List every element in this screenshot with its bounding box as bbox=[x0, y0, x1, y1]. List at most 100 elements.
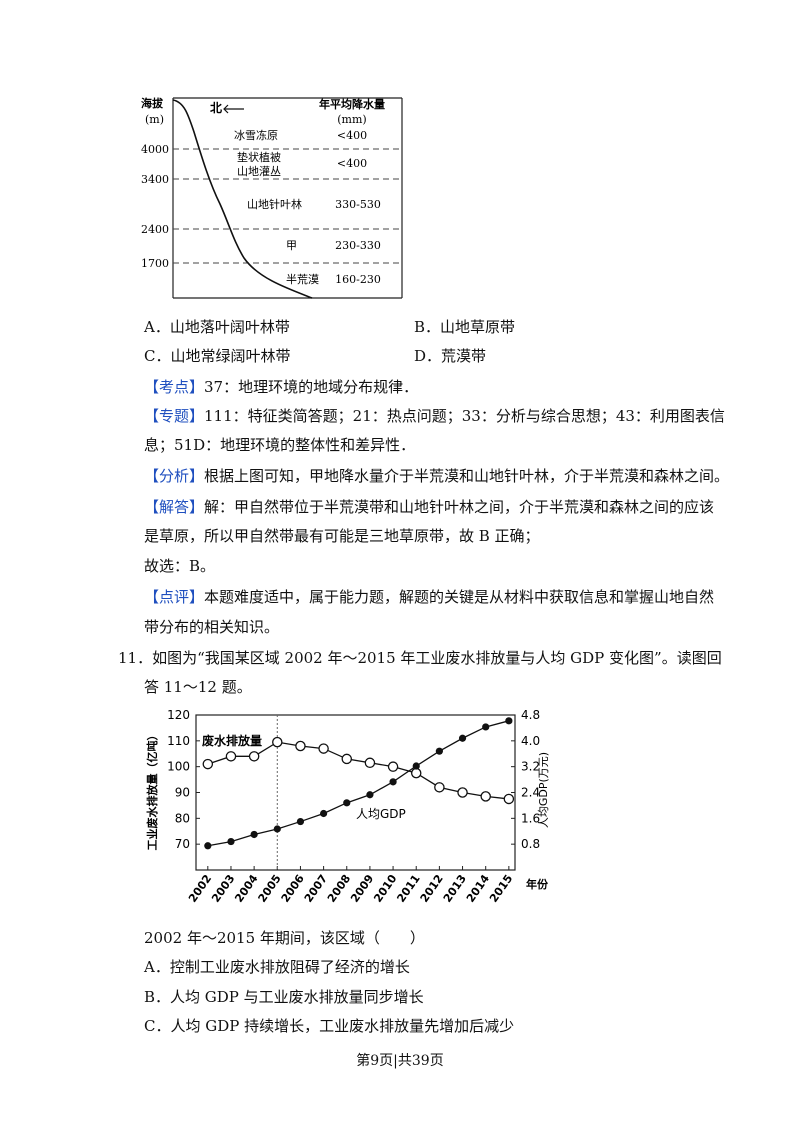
wastewater-point bbox=[387, 761, 399, 772]
wastewater-point bbox=[457, 787, 468, 798]
gdp-point bbox=[250, 830, 258, 839]
zone-semidesert: 半荒漠 bbox=[286, 272, 319, 286]
x-tick-label: 2008 bbox=[325, 872, 353, 905]
dianping-text-1: 本题难度适中，属于能力题，解题的关键是从材料中获取信息和掌握山地自然 bbox=[204, 588, 715, 606]
fenxi-tag: 【分析】 bbox=[144, 467, 205, 485]
answer-line: 故选：B。 bbox=[144, 557, 216, 575]
y-right-tick-label: 4.8 bbox=[521, 708, 540, 722]
gdp-line bbox=[207, 720, 510, 847]
x-tick-label: 2002 bbox=[186, 872, 214, 905]
y-left-tick-label: 90 bbox=[175, 786, 190, 800]
altitude-zonation-figure: 海拔 (m) 4000 3400 2400 1700 北 年平均降水量 (mm)… bbox=[141, 96, 403, 299]
precip-shrub: <400 bbox=[337, 157, 367, 170]
x-tick-label: 2013 bbox=[441, 872, 469, 905]
gdp-point bbox=[227, 837, 235, 846]
precip-jia: 230-330 bbox=[335, 239, 381, 252]
wastewater-gdp-chart: 7080901001101200.81.62.43.24.04.82002200… bbox=[145, 708, 550, 905]
jieda-text-1: 解：甲自然带位于半荒漠带和山地针叶林之间，介于半荒漠和森林之间的应该 bbox=[204, 498, 715, 516]
dianping-tag: 【点评】 bbox=[144, 588, 205, 606]
zone-cushion: 垫状植被 bbox=[237, 150, 281, 164]
zhuanti-text-2: 息；51D：地理环境的整体性和差异性． bbox=[144, 436, 416, 454]
y-left-tick-label: 80 bbox=[175, 811, 190, 825]
y-left-tick-label: 70 bbox=[175, 837, 190, 851]
kaodian-tag: 【考点】 bbox=[144, 378, 205, 396]
option-c: C．山地常绿阔叶林带 bbox=[144, 347, 291, 365]
dianping-text-2: 带分布的相关知识。 bbox=[144, 618, 280, 636]
kaodian-line: 【考点】37：地理环境的地域分布规律． bbox=[144, 377, 418, 397]
q11-stem-2: 答 11～12 题。 bbox=[144, 678, 252, 696]
y-right-tick-label: 3.2 bbox=[521, 760, 540, 774]
dianping-line: 【点评】本题难度适中，属于能力题，解题的关键是从材料中获取信息和掌握山地自然 bbox=[144, 587, 714, 607]
wastewater-point bbox=[434, 782, 445, 793]
y-left-tick-label: 110 bbox=[167, 734, 190, 748]
x-tick-label: 2010 bbox=[371, 872, 399, 905]
x-tick-label: 2012 bbox=[418, 872, 446, 905]
alt-tick-4000: 4000 bbox=[141, 143, 169, 156]
y-right-axis-label: 人均GDP(万元) bbox=[537, 752, 550, 828]
zone-conifer: 山地针叶林 bbox=[247, 197, 302, 211]
slope-profile-curve bbox=[172, 99, 313, 299]
q11-option-a: A．控制工业废水排放阻碍了经济的增长 bbox=[144, 958, 410, 976]
option-a: A．山地落叶阔叶林带 bbox=[144, 318, 290, 336]
gdp-point bbox=[273, 825, 281, 833]
option-d: D．荒漠带 bbox=[414, 347, 487, 365]
gdp-point bbox=[343, 799, 351, 807]
gdp-point bbox=[204, 842, 212, 850]
x-tick-label: 2004 bbox=[232, 872, 260, 905]
x-tick-label: 2011 bbox=[394, 872, 422, 905]
q11-question: 2002 年～2015 年期间，该区域（ ） bbox=[144, 929, 425, 947]
zhuanti-text-1: 111：特征类简答题；21：热点问题；33：分析与综合思想；43：利用图表信 bbox=[204, 407, 725, 425]
wastewater-point bbox=[248, 751, 260, 762]
alt-tick-2400: 2400 bbox=[141, 223, 169, 236]
x-tick-label: 2003 bbox=[209, 872, 237, 905]
kaodian-text: 37：地理环境的地域分布规律． bbox=[204, 378, 419, 396]
gdp-point bbox=[320, 809, 328, 818]
series-label-wastewater: 废水排放量 bbox=[202, 733, 262, 748]
x-axis-unit: 年份 bbox=[526, 877, 549, 891]
x-tick-label: 2009 bbox=[348, 872, 376, 905]
wastewater-point bbox=[410, 767, 422, 779]
x-tick-label: 2005 bbox=[256, 872, 284, 905]
q11-option-c: C．人均 GDP 持续增长，工业废水排放量先增加后减少 bbox=[144, 1017, 515, 1035]
zone-tundra: 冰雪冻原 bbox=[234, 128, 278, 142]
y-left-tick-label: 100 bbox=[167, 760, 190, 774]
altitude-title: 海拔 bbox=[141, 96, 164, 110]
x-tick-label: 2007 bbox=[302, 872, 330, 905]
y-left-tick-label: 120 bbox=[167, 708, 190, 722]
gdp-point bbox=[389, 778, 397, 786]
gdp-point bbox=[412, 762, 420, 770]
precip-tundra: <400 bbox=[337, 129, 367, 142]
y-right-tick-label: 0.8 bbox=[521, 837, 540, 851]
wastewater-point bbox=[503, 793, 515, 805]
option-b: B．山地草原带 bbox=[414, 318, 516, 336]
alt-tick-3400: 3400 bbox=[141, 173, 169, 186]
wastewater-point bbox=[341, 753, 353, 765]
wastewater-point bbox=[480, 791, 491, 802]
precip-title: 年平均降水量 bbox=[319, 97, 385, 111]
alt-tick-1700: 1700 bbox=[141, 257, 169, 270]
gdp-point bbox=[505, 717, 513, 725]
y-right-tick-label: 2.4 bbox=[521, 786, 540, 800]
x-tick-label: 2015 bbox=[487, 872, 515, 905]
q11-option-b: B．人均 GDP 与工业废水排放量同步增长 bbox=[144, 988, 424, 1006]
gdp-point bbox=[482, 723, 490, 731]
jieda-text-2: 是草原，所以甲自然带最有可能是三地草原带，故 B 正确； bbox=[144, 527, 540, 545]
altitude-unit: (m) bbox=[145, 113, 164, 126]
y-left-axis-label: 工业废水排放量（亿吨） bbox=[145, 730, 159, 851]
jieda-line: 【解答】解：甲自然带位于半荒漠带和山地针叶林之间，介于半荒漠和森林之间的应该 bbox=[144, 497, 714, 517]
fenxi-text: 根据上图可知，甲地降水量介于半荒漠和山地针叶林，介于半荒漠和森林之间。 bbox=[204, 467, 730, 485]
x-tick-label: 2006 bbox=[279, 872, 307, 905]
fenxi-line: 【分析】根据上图可知，甲地降水量介于半荒漠和山地针叶林，介于半荒漠和森林之间。 bbox=[144, 466, 729, 486]
wastewater-point bbox=[364, 757, 376, 769]
q11-stem-1: 11．如图为“我国某区域 2002 年～2015 年工业废水排放量与人均 GDP… bbox=[118, 649, 722, 667]
wastewater-point bbox=[295, 740, 306, 752]
page-footer: 第9页|共39页 bbox=[356, 1053, 444, 1069]
wastewater-point bbox=[272, 736, 283, 748]
zhuanti-tag: 【专题】 bbox=[144, 407, 205, 425]
gdp-point bbox=[366, 791, 374, 799]
jieda-tag: 【解答】 bbox=[144, 498, 205, 516]
precip-conifer: 330-530 bbox=[335, 198, 381, 211]
series-label-gdp: 人均GDP bbox=[356, 807, 406, 821]
precip-semidesert: 160-230 bbox=[335, 273, 381, 286]
y-right-tick-label: 4.0 bbox=[521, 734, 540, 748]
